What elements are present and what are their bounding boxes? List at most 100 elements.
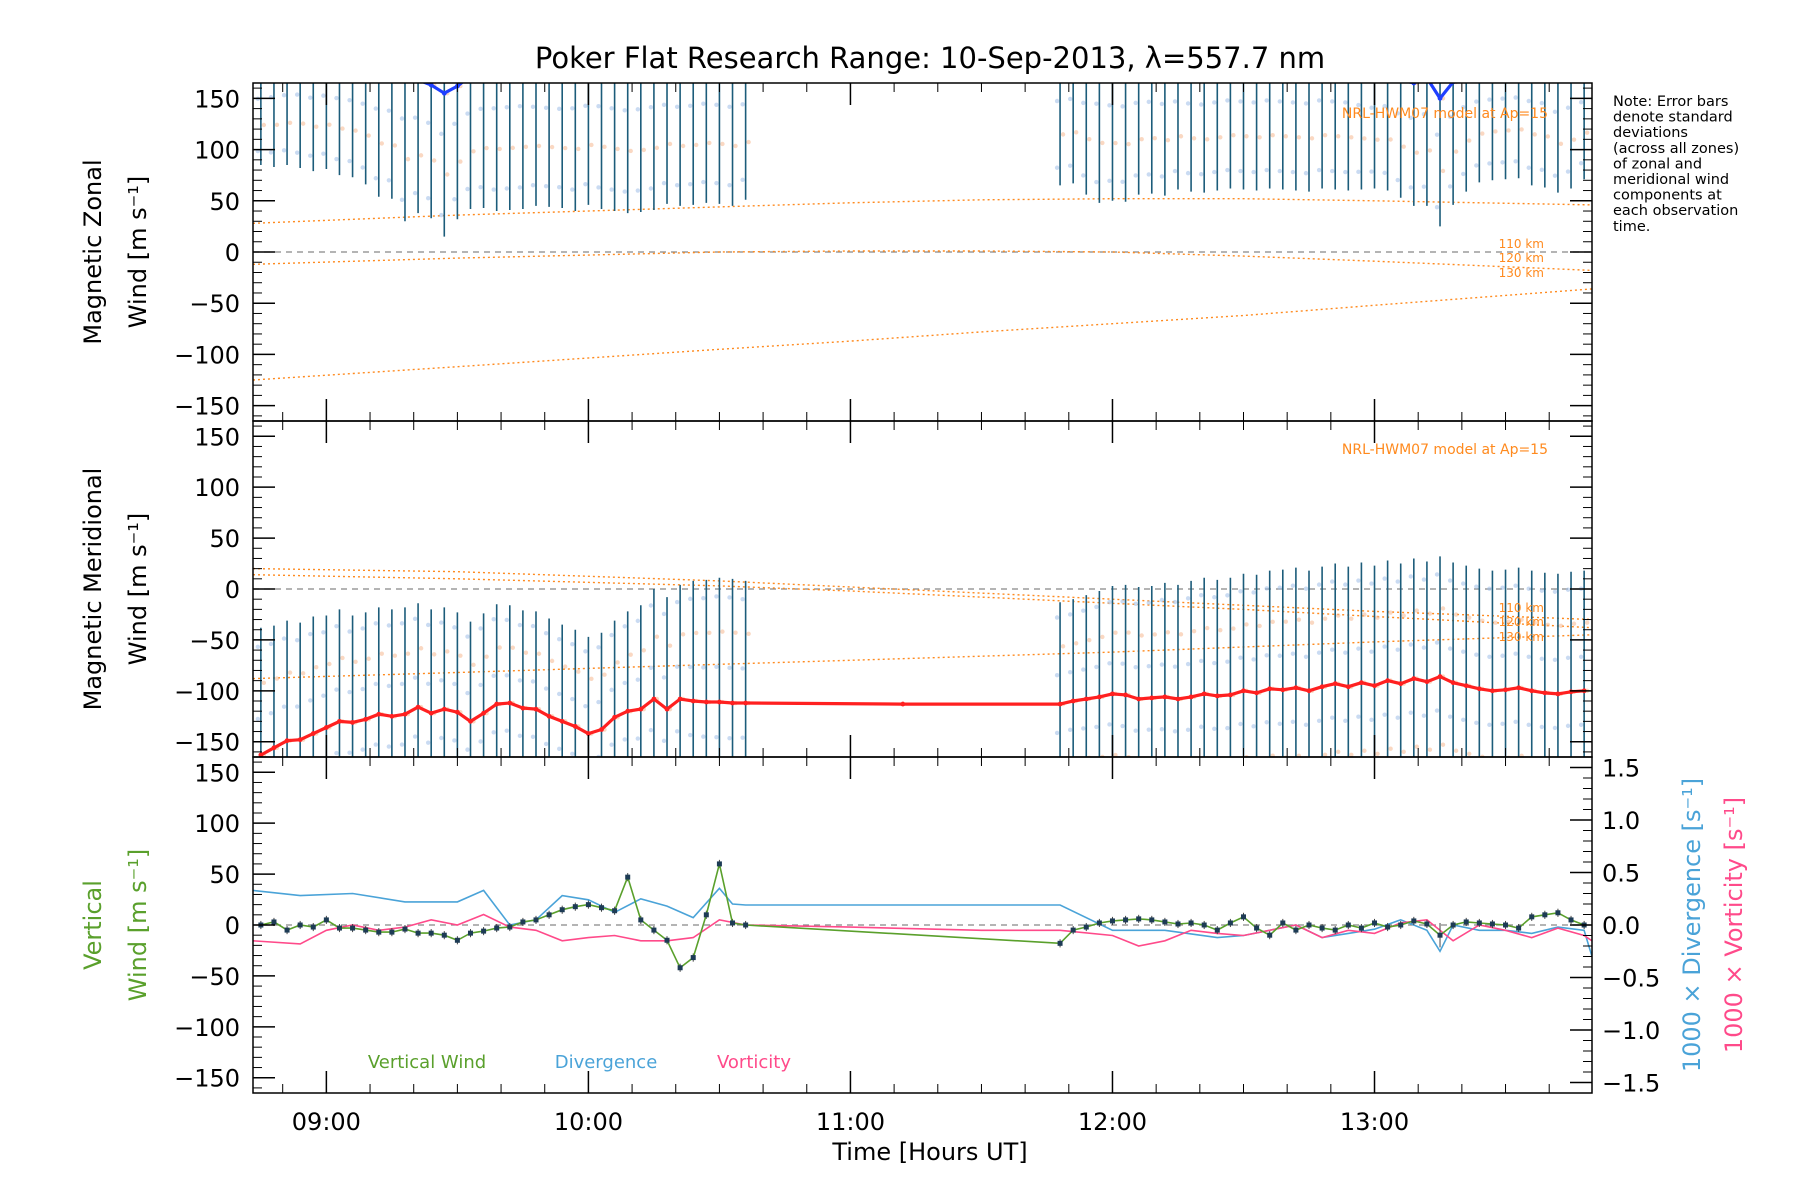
zone-point [301, 5, 305, 9]
data-point [625, 708, 631, 714]
zone-point [1480, 618, 1485, 623]
zone-point [1094, 664, 1099, 670]
zone-point [465, 690, 470, 696]
zone-point [1578, 722, 1584, 728]
data-point [1267, 932, 1273, 938]
data-point [363, 927, 369, 933]
data-point [1096, 920, 1102, 926]
zone-point [301, 804, 305, 808]
zone-point [688, 801, 692, 805]
zone-point [1251, 169, 1256, 175]
zone-point [314, 124, 319, 129]
zone-point [393, 775, 397, 779]
zone-point [1322, 616, 1328, 621]
zone-point [1336, 613, 1341, 618]
zone-point [1172, 599, 1178, 605]
zone-point [432, 770, 436, 774]
zone-point [1278, 30, 1282, 34]
zone-point [347, 629, 352, 634]
zone-point [531, 26, 535, 30]
zone-point [1513, 719, 1518, 725]
zone-point [680, 632, 686, 637]
zone-point [583, 25, 587, 29]
data-point [716, 861, 722, 867]
y2-tick-label: −1.0 [1602, 1017, 1660, 1045]
zone-point [465, 186, 470, 192]
zone-point [517, 104, 523, 109]
zone-point [1395, 111, 1400, 116]
zone-point [510, 145, 515, 151]
data-point [1529, 914, 1535, 920]
zone-point [1120, 29, 1124, 33]
data-point [625, 874, 631, 880]
y2-tick-label: −1.5 [1602, 1070, 1660, 1098]
zone-point [1440, 606, 1446, 611]
data-point [1083, 696, 1089, 702]
zone-point [1054, 673, 1060, 678]
data-point [1490, 65, 1495, 70]
zone-point [1422, 782, 1426, 786]
zone-point [1356, 102, 1361, 108]
zone-point [1566, 42, 1570, 46]
zone-point [1375, 615, 1380, 620]
zone-point [1421, 577, 1427, 582]
zone-point [1257, 623, 1262, 629]
zone-point [308, 95, 313, 100]
data-point [1411, 918, 1417, 924]
zone-point [281, 93, 287, 98]
zone-point [688, 181, 693, 187]
data-point [363, 716, 369, 722]
data-point [428, 930, 434, 936]
zone-point [1204, 625, 1210, 631]
data-point [1398, 922, 1404, 928]
zone-point [1172, 664, 1178, 669]
zone-point [1087, 136, 1092, 142]
zone-point [1434, 132, 1440, 137]
data-point [520, 63, 525, 68]
zone-point [583, 649, 588, 654]
zone-point [688, 103, 693, 108]
zone-point [680, 143, 686, 149]
zone-point [1212, 595, 1217, 600]
zone-point [1539, 724, 1545, 730]
zone-point [694, 142, 699, 148]
data-point [1109, 918, 1115, 924]
zone-point [1073, 641, 1079, 646]
zone-point [1322, 752, 1328, 757]
zone-point [1428, 76, 1432, 80]
zone-point [622, 108, 627, 113]
zone-point [714, 102, 719, 107]
zone-point [366, 70, 370, 74]
zone-point [373, 681, 378, 687]
zone-point [1519, 0, 1523, 4]
data-point [389, 73, 394, 78]
zone-point [714, 180, 719, 186]
zone-point [1427, 611, 1433, 616]
data-point [1503, 687, 1508, 693]
zone-point [596, 810, 600, 814]
zone-point [1283, 134, 1288, 139]
zone-point [1474, 36, 1478, 40]
data-point [1280, 920, 1286, 926]
zone-point [484, 145, 489, 151]
zone-point [1414, 150, 1420, 155]
zone-point [517, 678, 523, 683]
zone-point [1244, 622, 1249, 627]
zone-point [340, 783, 344, 787]
zone-point [294, 637, 300, 643]
zone-point [412, 734, 418, 739]
zone-point [308, 831, 312, 835]
zone-point [1322, 133, 1328, 138]
zone-point [1421, 713, 1427, 718]
zone-point [1067, 96, 1073, 102]
zone-point [504, 186, 509, 191]
zone-point [360, 747, 365, 752]
data-point [1110, 691, 1115, 697]
zone-point [308, 631, 313, 637]
zone-point [1330, 30, 1334, 34]
zone-point [746, 631, 751, 636]
zone-point [1303, 101, 1309, 106]
